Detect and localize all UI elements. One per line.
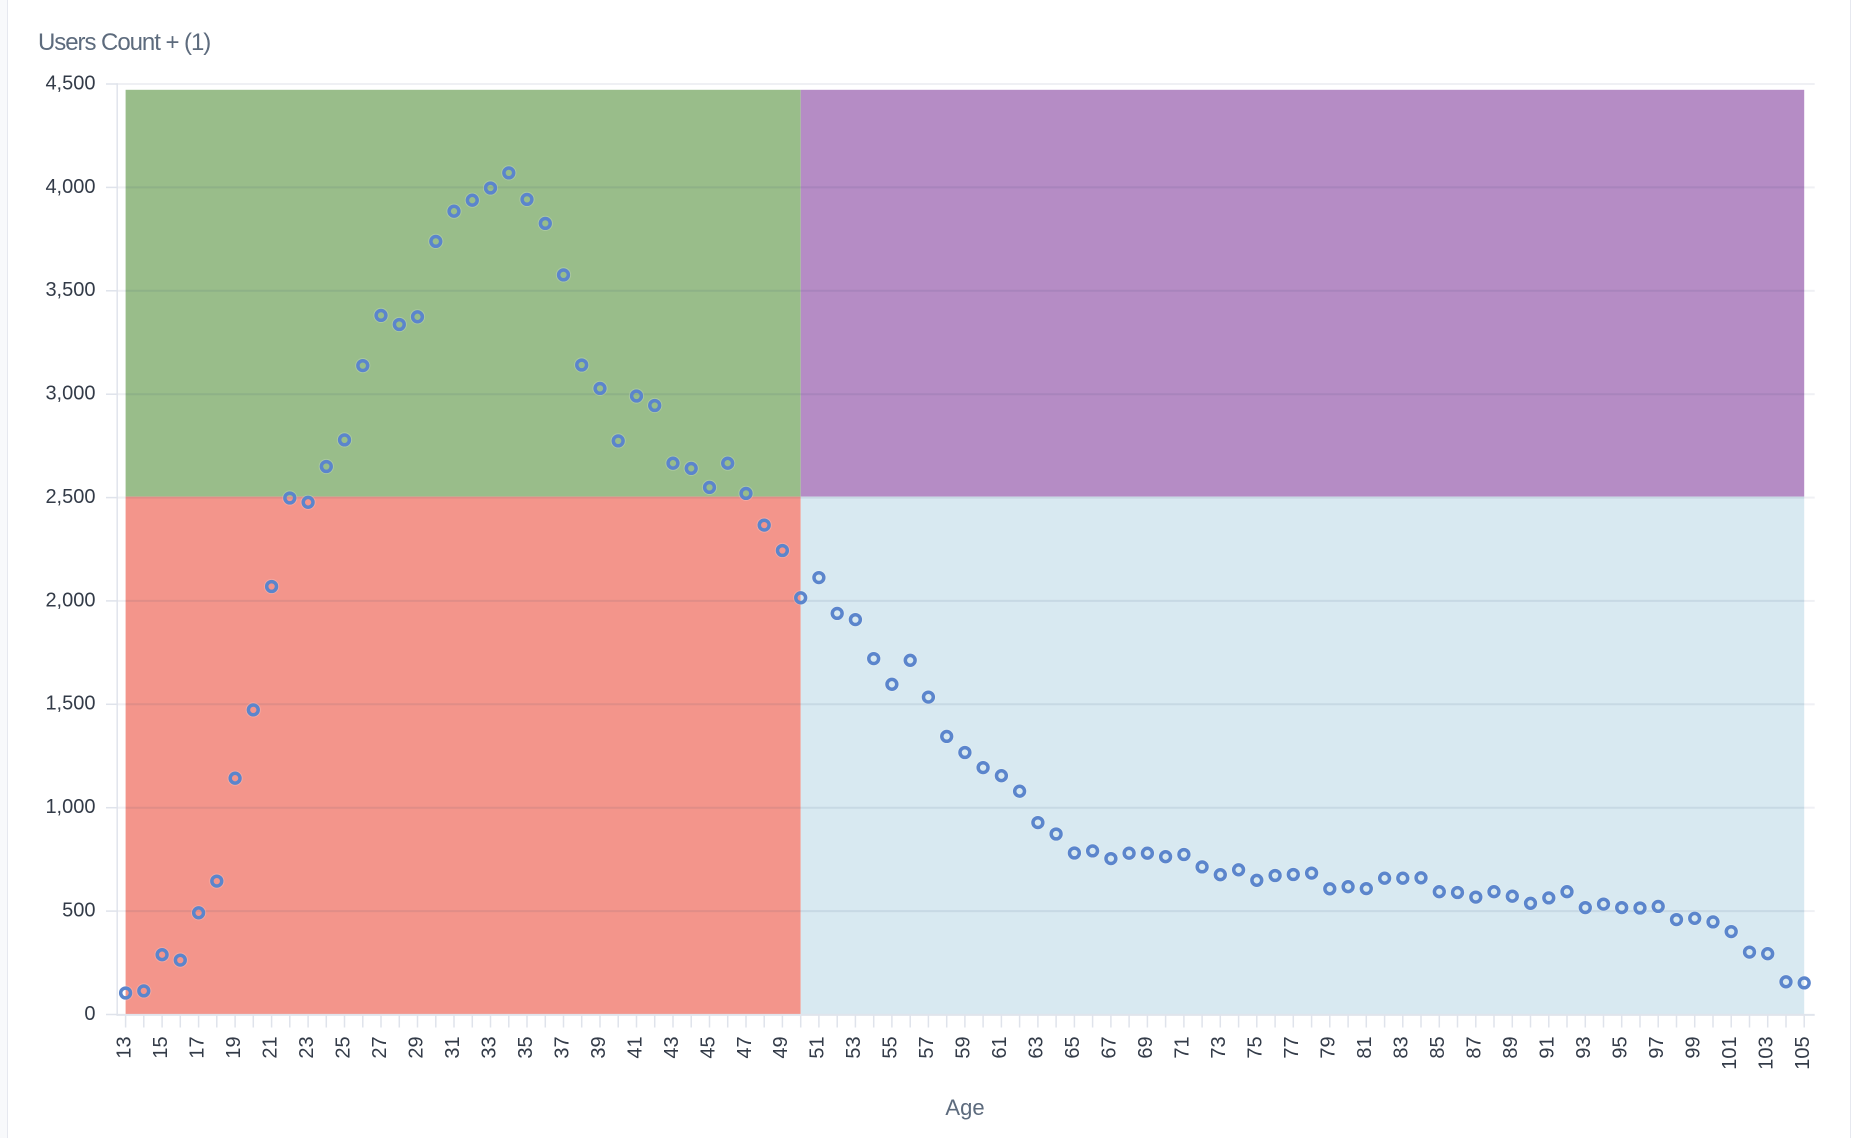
svg-text:Age: Age <box>945 1095 984 1120</box>
svg-text:21: 21 <box>259 1036 281 1058</box>
svg-text:57: 57 <box>916 1036 938 1058</box>
svg-text:73: 73 <box>1208 1036 1230 1058</box>
svg-text:37: 37 <box>551 1036 573 1058</box>
svg-text:15: 15 <box>150 1036 172 1058</box>
svg-text:95: 95 <box>1610 1036 1632 1058</box>
svg-text:77: 77 <box>1281 1036 1303 1058</box>
svg-text:91: 91 <box>1537 1036 1559 1058</box>
svg-text:89: 89 <box>1500 1036 1522 1058</box>
svg-text:35: 35 <box>515 1036 537 1058</box>
svg-text:97: 97 <box>1646 1036 1668 1058</box>
svg-text:31: 31 <box>442 1036 464 1058</box>
svg-text:79: 79 <box>1318 1036 1340 1058</box>
svg-text:19: 19 <box>223 1036 245 1058</box>
svg-text:69: 69 <box>1135 1036 1157 1058</box>
svg-text:81: 81 <box>1354 1036 1376 1058</box>
svg-text:61: 61 <box>989 1036 1011 1058</box>
svg-text:105: 105 <box>1792 1036 1814 1069</box>
svg-text:99: 99 <box>1683 1036 1705 1058</box>
svg-text:71: 71 <box>1172 1036 1194 1058</box>
svg-text:85: 85 <box>1427 1036 1449 1058</box>
svg-text:1,500: 1,500 <box>45 693 95 715</box>
svg-text:45: 45 <box>697 1036 719 1058</box>
svg-text:103: 103 <box>1756 1036 1778 1069</box>
svg-text:25: 25 <box>332 1036 354 1058</box>
svg-text:4,000: 4,000 <box>45 176 95 198</box>
svg-text:67: 67 <box>1099 1036 1121 1058</box>
svg-text:4,500: 4,500 <box>45 72 95 94</box>
svg-text:2,000: 2,000 <box>45 589 95 611</box>
svg-text:63: 63 <box>1026 1036 1048 1058</box>
svg-text:51: 51 <box>807 1036 829 1058</box>
svg-text:65: 65 <box>1062 1036 1084 1058</box>
svg-text:27: 27 <box>369 1036 391 1058</box>
svg-text:83: 83 <box>1391 1036 1413 1058</box>
svg-text:13: 13 <box>113 1036 135 1058</box>
svg-text:53: 53 <box>843 1036 865 1058</box>
svg-text:3,000: 3,000 <box>45 383 95 405</box>
svg-text:29: 29 <box>405 1036 427 1058</box>
svg-text:1,000: 1,000 <box>45 796 95 818</box>
svg-text:3,500: 3,500 <box>45 279 95 301</box>
svg-text:75: 75 <box>1245 1036 1267 1058</box>
svg-text:55: 55 <box>880 1036 902 1058</box>
svg-text:43: 43 <box>661 1036 683 1058</box>
svg-text:2,500: 2,500 <box>45 486 95 508</box>
svg-text:39: 39 <box>588 1036 610 1058</box>
svg-text:47: 47 <box>734 1036 756 1058</box>
svg-text:87: 87 <box>1464 1036 1486 1058</box>
svg-text:41: 41 <box>624 1036 646 1058</box>
svg-text:93: 93 <box>1573 1036 1595 1058</box>
svg-text:33: 33 <box>478 1036 500 1058</box>
svg-text:49: 49 <box>770 1036 792 1058</box>
svg-text:59: 59 <box>953 1036 975 1058</box>
svg-text:101: 101 <box>1719 1036 1741 1069</box>
svg-text:23: 23 <box>296 1036 318 1058</box>
svg-text:17: 17 <box>186 1036 208 1058</box>
svg-text:500: 500 <box>62 900 95 922</box>
svg-text:0: 0 <box>84 1003 95 1025</box>
